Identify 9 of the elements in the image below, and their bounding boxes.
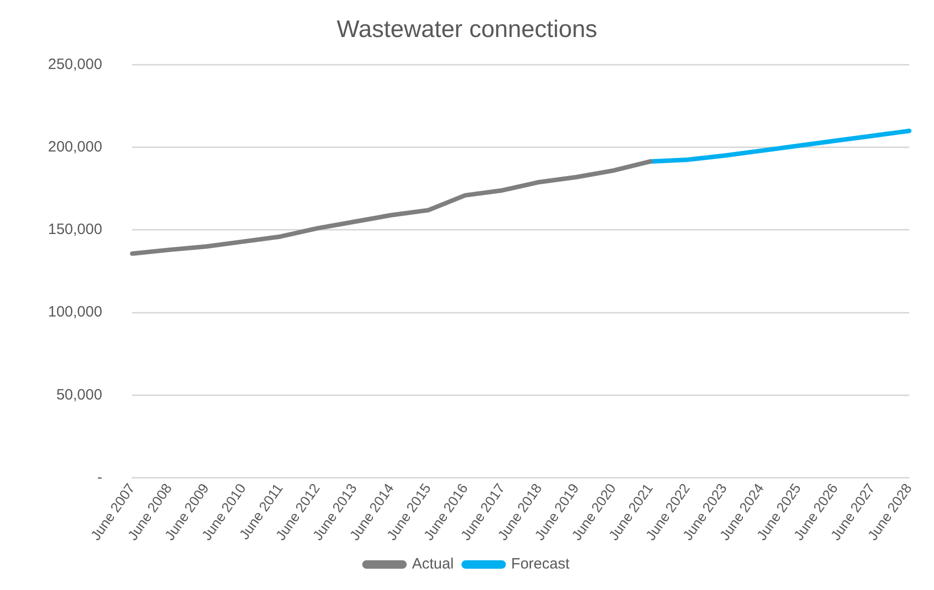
y-tick-label: 250,000 (48, 56, 102, 73)
chart-title: Wastewater connections (336, 16, 598, 44)
y-tick-label: 150,000 (48, 221, 102, 238)
y-tick-label: 200,000 (48, 138, 102, 156)
y-tick-label: 50,000 (56, 386, 102, 404)
y-tick-label: 100,000 (48, 304, 102, 321)
legend-label: Forecast (511, 556, 570, 573)
y-tick-label: - (97, 468, 102, 486)
legend-label: Actual (412, 556, 454, 573)
